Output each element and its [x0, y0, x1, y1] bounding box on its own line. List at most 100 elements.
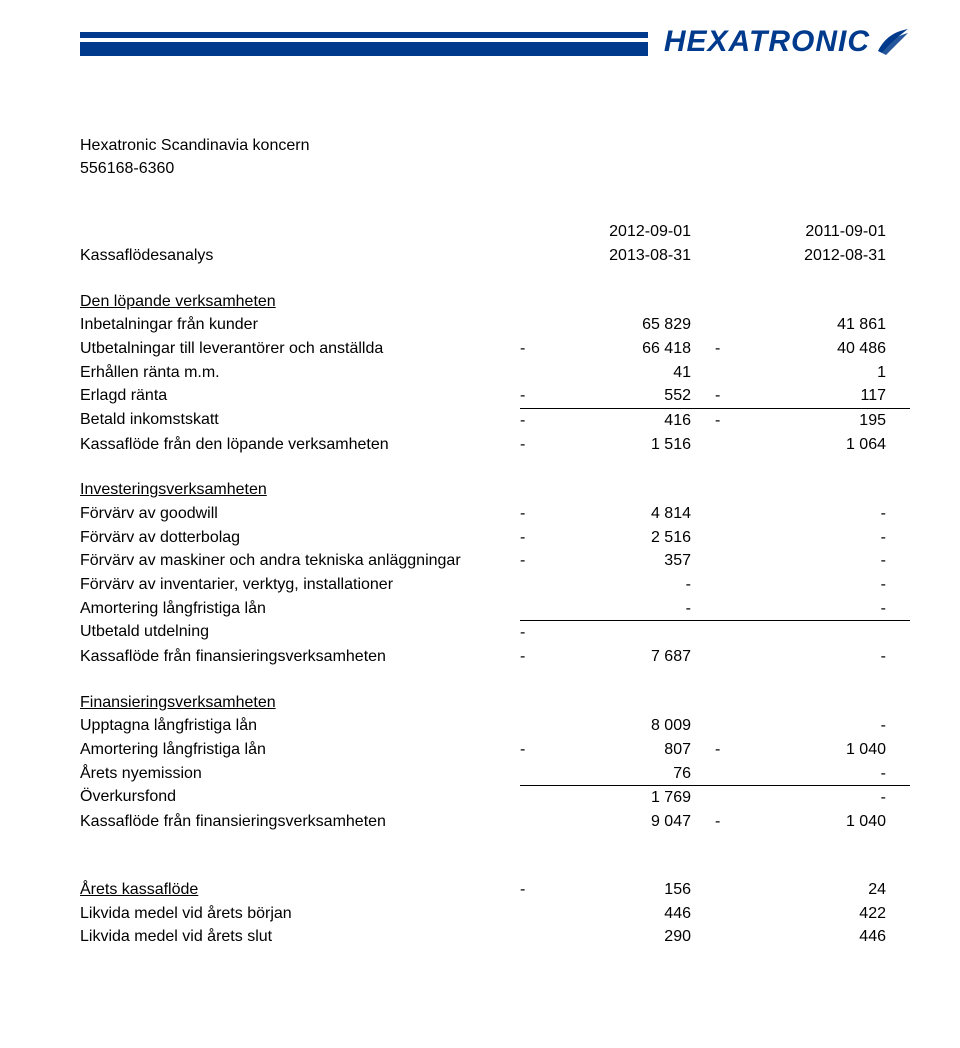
- value-sign: -: [715, 384, 743, 408]
- page: HEXATRONIC Hexatronic Scandinavia koncer…: [0, 0, 960, 989]
- value-sign: [520, 714, 548, 738]
- row-label: Erhållen ränta m.m.: [80, 361, 520, 385]
- period2-to: 2012-08-31: [743, 244, 910, 268]
- value-sign: [715, 361, 743, 385]
- row-value: -: [743, 502, 910, 526]
- value-sign: [520, 361, 548, 385]
- value-sign: -: [520, 408, 548, 433]
- value-sign: [520, 597, 548, 621]
- row-value: 552: [548, 384, 715, 408]
- brand-name: HEXATRONIC: [664, 25, 870, 59]
- row-label: Likvida medel vid årets slut: [80, 925, 520, 949]
- value-sign: [715, 925, 743, 949]
- row-value: 416: [548, 408, 715, 433]
- row-value: 41: [548, 361, 715, 385]
- value-sign: [715, 785, 743, 810]
- row-label: Utbetalningar till leverantörer och anst…: [80, 337, 520, 361]
- cashflow-table: 2012-09-01 2011-09-01 Kassaflödesanalys …: [80, 220, 910, 948]
- value-sign: -: [520, 337, 548, 361]
- row-value: -: [743, 762, 910, 786]
- row-label: Förvärv av maskiner och andra tekniska a…: [80, 549, 520, 573]
- value-sign: -: [520, 878, 548, 902]
- row-value: -: [743, 785, 910, 810]
- section-title-row: Finansieringsverksamheten: [80, 691, 910, 715]
- total-value: 1 516: [548, 433, 715, 457]
- row-value: -: [743, 597, 910, 621]
- section-title-operating: Den löpande verksamheten: [80, 290, 520, 314]
- row-value: 422: [743, 902, 910, 926]
- row-value: -: [743, 714, 910, 738]
- table-row: Upptagna långfristiga lån8 009-: [80, 714, 910, 738]
- value-sign: [715, 549, 743, 573]
- row-label: Betald inkomstskatt: [80, 408, 520, 433]
- value-sign: [715, 597, 743, 621]
- company-block: Hexatronic Scandinavia koncern 556168-63…: [80, 134, 910, 180]
- brand-swish-icon: [876, 25, 910, 60]
- table-row: Erhållen ränta m.m.411: [80, 361, 910, 385]
- table-row: Amortering långfristiga lån-807-1 040: [80, 738, 910, 762]
- period2-from: 2011-09-01: [743, 220, 910, 244]
- period1-from: 2012-09-01: [548, 220, 715, 244]
- row-value: 76: [548, 762, 715, 786]
- table-heading: Kassaflödesanalys: [80, 244, 520, 268]
- row-label: Upptagna långfristiga lån: [80, 714, 520, 738]
- table-row: Inbetalningar från kunder 65 829 41 861: [80, 313, 910, 337]
- total-value: 7 687: [548, 645, 715, 669]
- page-header: HEXATRONIC: [80, 20, 910, 74]
- value-sign: -: [715, 738, 743, 762]
- row-value: -: [548, 597, 715, 621]
- row-value: 65 829: [548, 313, 715, 337]
- table-row: Förvärv av maskiner och andra tekniska a…: [80, 549, 910, 573]
- row-label: Årets nyemission: [80, 762, 520, 786]
- section-title-financing: Finansieringsverksamheten: [80, 691, 520, 715]
- row-value: 446: [548, 902, 715, 926]
- row-value: 1 769: [548, 785, 715, 810]
- row-label: Inbetalningar från kunder: [80, 313, 520, 337]
- empty-cell: [80, 220, 520, 244]
- table-row: Utbetalningar till leverantörer och anst…: [80, 337, 910, 361]
- row-value: 807: [548, 738, 715, 762]
- value-sign: -: [715, 337, 743, 361]
- total-value: 1 040: [743, 810, 910, 834]
- row-value: -: [743, 549, 910, 573]
- row-value: 41 861: [743, 313, 910, 337]
- table-row: Utbetald utdelning-: [80, 620, 910, 645]
- value-sign: -: [520, 549, 548, 573]
- value-sign: [520, 573, 548, 597]
- value-sign: [715, 573, 743, 597]
- row-value: [548, 620, 715, 645]
- value-sign: -: [520, 526, 548, 550]
- company-orgnr: 556168-6360: [80, 157, 910, 180]
- section-total-investing: Kassaflöde från finansieringsverksamhete…: [80, 645, 910, 669]
- section-total-operating: Kassaflöde från den löpande verksamheten…: [80, 433, 910, 457]
- table-row: Överkursfond1 769-: [80, 785, 910, 810]
- table-row: Förvärv av dotterbolag-2 516-: [80, 526, 910, 550]
- row-value: [743, 620, 910, 645]
- row-value: 2 516: [548, 526, 715, 550]
- row-label: Årets kassaflöde: [80, 878, 520, 902]
- company-name: Hexatronic Scandinavia koncern: [80, 134, 910, 157]
- value-sign: -: [520, 620, 548, 645]
- row-value: 357: [548, 549, 715, 573]
- table-row: Erlagd ränta-552-117: [80, 384, 910, 408]
- table-row: Betald inkomstskatt-416-195: [80, 408, 910, 433]
- value-sign: [715, 620, 743, 645]
- value-sign: [715, 762, 743, 786]
- total-value: -: [743, 645, 910, 669]
- value-sign: [520, 313, 548, 337]
- row-value: -: [743, 526, 910, 550]
- value-sign: [715, 313, 743, 337]
- row-value: 117: [743, 384, 910, 408]
- value-sign: [520, 925, 548, 949]
- row-label: Erlagd ränta: [80, 384, 520, 408]
- total-label: Kassaflöde från finansieringsverksamhete…: [80, 645, 520, 669]
- table-row: Årets nyemission 76 -: [80, 762, 910, 786]
- section-title-investing: Investeringsverksamheten: [80, 478, 520, 502]
- row-value: 66 418: [548, 337, 715, 361]
- total-value: 1 064: [743, 433, 910, 457]
- table-row: Förvärv av goodwill-4 814-: [80, 502, 910, 526]
- row-value: 1 040: [743, 738, 910, 762]
- value-sign: [520, 902, 548, 926]
- row-value: 446: [743, 925, 910, 949]
- value-sign: [715, 878, 743, 902]
